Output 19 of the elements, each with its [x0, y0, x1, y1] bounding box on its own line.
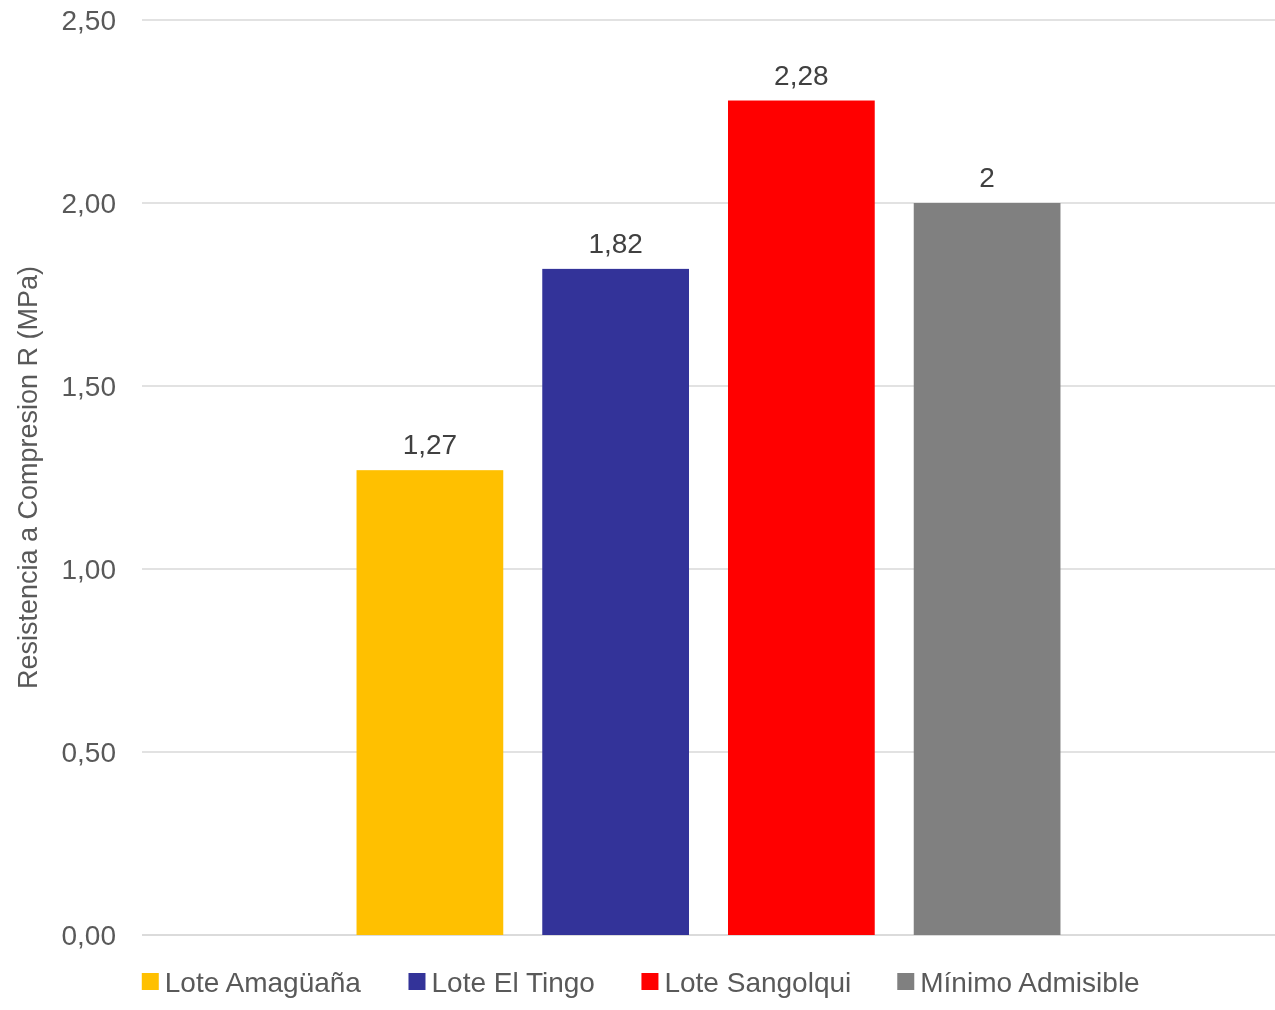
- legend-label: Lote Sangolqui: [664, 967, 852, 998]
- legend-label: Mínimo Admisible: [920, 967, 1140, 998]
- y-tick-label: 1,00: [61, 553, 116, 585]
- data-label: 1,27: [402, 429, 458, 461]
- y-axis-title: Resistencia a Compresion R (MPa): [13, 265, 43, 690]
- bar: [356, 470, 504, 935]
- legend-label: Lote Amagüaña: [164, 967, 362, 998]
- y-tick-label: 2,50: [61, 4, 116, 36]
- y-tick-label: 0,50: [61, 736, 116, 768]
- data-label: 2: [979, 162, 995, 193]
- bar: [913, 203, 1061, 935]
- data-label: 2,28: [774, 59, 829, 91]
- y-tick-label: 2,00: [61, 187, 116, 219]
- bar: [542, 268, 689, 935]
- legend-label: Lote El Tingo: [431, 967, 595, 998]
- y-tick-label: 0,00: [61, 919, 116, 951]
- y-tick-label: 1,50: [61, 370, 116, 402]
- bar: [728, 100, 875, 935]
- data-label: 1,82: [588, 227, 643, 259]
